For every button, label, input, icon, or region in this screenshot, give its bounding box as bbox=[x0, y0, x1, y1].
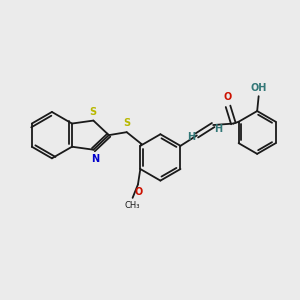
Text: O: O bbox=[224, 92, 232, 102]
Text: S: S bbox=[124, 118, 131, 128]
Text: N: N bbox=[91, 154, 99, 164]
Text: O: O bbox=[134, 188, 143, 197]
Text: H: H bbox=[214, 124, 223, 134]
Text: OH: OH bbox=[250, 82, 267, 93]
Text: CH₃: CH₃ bbox=[125, 201, 140, 210]
Text: S: S bbox=[89, 107, 96, 117]
Text: H: H bbox=[188, 132, 196, 142]
